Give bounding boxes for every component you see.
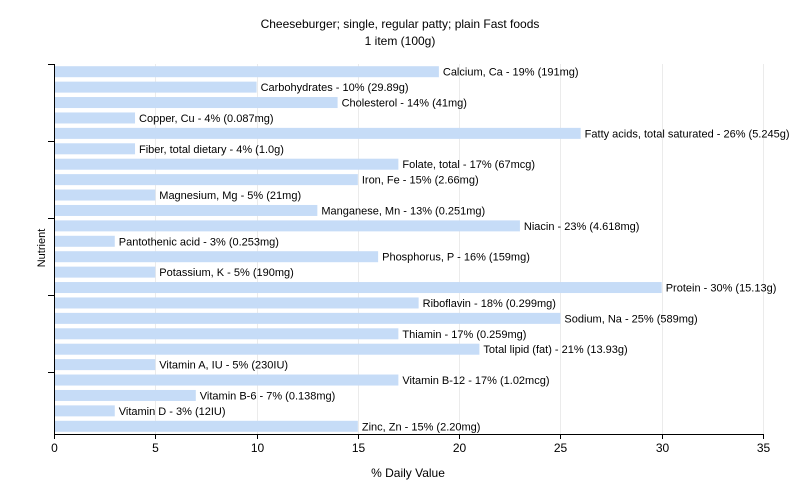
x-tick-label: 5 bbox=[152, 441, 159, 455]
bar bbox=[55, 282, 662, 294]
bar-label: Vitamin A, IU - 5% (230IU) bbox=[159, 360, 288, 372]
bar bbox=[55, 97, 338, 109]
bar bbox=[55, 112, 136, 124]
bar-label: Total lipid (fat) - 21% (13.93g) bbox=[483, 344, 627, 356]
bar-label: Thiamin - 17% (0.259mg) bbox=[402, 329, 526, 341]
bar-label: Manganese, Mn - 13% (0.251mg) bbox=[321, 205, 485, 217]
bar bbox=[55, 127, 581, 139]
bar-label: Iron, Fe - 15% (2.66mg) bbox=[362, 175, 479, 187]
chart-title: Cheeseburger; single, regular patty; pla… bbox=[260, 17, 540, 31]
bar-label: Potassium, K - 5% (190mg) bbox=[159, 267, 293, 279]
bar bbox=[55, 359, 156, 371]
bar-label: Zinc, Zn - 15% (2.20mg) bbox=[362, 421, 481, 433]
y-axis-label: Nutrient bbox=[36, 229, 48, 268]
bar-label: Fatty acids, total saturated - 26% (5.24… bbox=[585, 128, 790, 140]
data-labels: Calcium, Ca - 19% (191mg) Carbohydrates -… bbox=[119, 67, 790, 434]
x-tick-label: 0 bbox=[51, 441, 58, 455]
bar-label: Pantothenic acid - 3% (0.253mg) bbox=[119, 236, 279, 248]
bar-label: Vitamin B-12 - 17% (1.02mcg) bbox=[402, 375, 549, 387]
axes: 0 5 10 15 20 25 30 35 bbox=[48, 64, 770, 455]
x-tick-label: 10 bbox=[251, 441, 265, 455]
bar bbox=[55, 297, 419, 309]
bar-label: Copper, Cu - 4% (0.087mg) bbox=[139, 113, 274, 125]
bar-label: Fiber, total dietary - 4% (1.0g) bbox=[139, 144, 284, 156]
x-tick-label: 15 bbox=[352, 441, 366, 455]
bar-label: Sodium, Na - 25% (589mg) bbox=[564, 313, 697, 325]
bar bbox=[55, 420, 358, 432]
x-tick-label: 20 bbox=[453, 441, 467, 455]
bar-label: Phosphorus, P - 16% (159mg) bbox=[382, 252, 530, 264]
bar bbox=[55, 328, 399, 340]
bar bbox=[55, 66, 439, 78]
bar bbox=[55, 251, 379, 263]
bar bbox=[55, 312, 561, 324]
bar bbox=[55, 158, 399, 170]
bar-label: Magnesium, Mg - 5% (21mg) bbox=[159, 190, 301, 202]
chart-subtitle: 1 item (100g) bbox=[364, 34, 436, 48]
bar bbox=[55, 235, 115, 247]
bar bbox=[55, 204, 318, 216]
bar bbox=[55, 405, 115, 417]
x-tick-label: 25 bbox=[554, 441, 568, 455]
bar bbox=[55, 81, 257, 93]
bar-label: Niacin - 23% (4.618mg) bbox=[524, 221, 640, 233]
bar-label: Folate, total - 17% (67mcg) bbox=[402, 159, 535, 171]
bars bbox=[55, 66, 662, 432]
bar-label: Protein - 30% (15.13g) bbox=[666, 283, 777, 295]
bar bbox=[55, 174, 358, 186]
bar-label: Cholesterol - 14% (41mg) bbox=[342, 98, 467, 110]
x-tick-label: 35 bbox=[757, 441, 771, 455]
bar bbox=[55, 389, 196, 401]
bar bbox=[55, 220, 520, 232]
bar-label: Calcium, Ca - 19% (191mg) bbox=[443, 67, 579, 79]
x-axis-label: % Daily Value bbox=[371, 466, 445, 480]
bar-label: Riboflavin - 18% (0.299mg) bbox=[423, 298, 556, 310]
x-tick-label: 30 bbox=[656, 441, 670, 455]
bar bbox=[55, 143, 136, 155]
bar bbox=[55, 343, 480, 355]
bar bbox=[55, 266, 156, 278]
bar bbox=[55, 189, 156, 201]
gridlines bbox=[155, 64, 764, 434]
bar-label: Carbohydrates - 10% (29.89g) bbox=[261, 82, 409, 94]
bar bbox=[55, 374, 399, 386]
bar-label: Vitamin B-6 - 7% (0.138mg) bbox=[200, 390, 336, 402]
bar-label: Vitamin D - 3% (12IU) bbox=[119, 406, 226, 418]
